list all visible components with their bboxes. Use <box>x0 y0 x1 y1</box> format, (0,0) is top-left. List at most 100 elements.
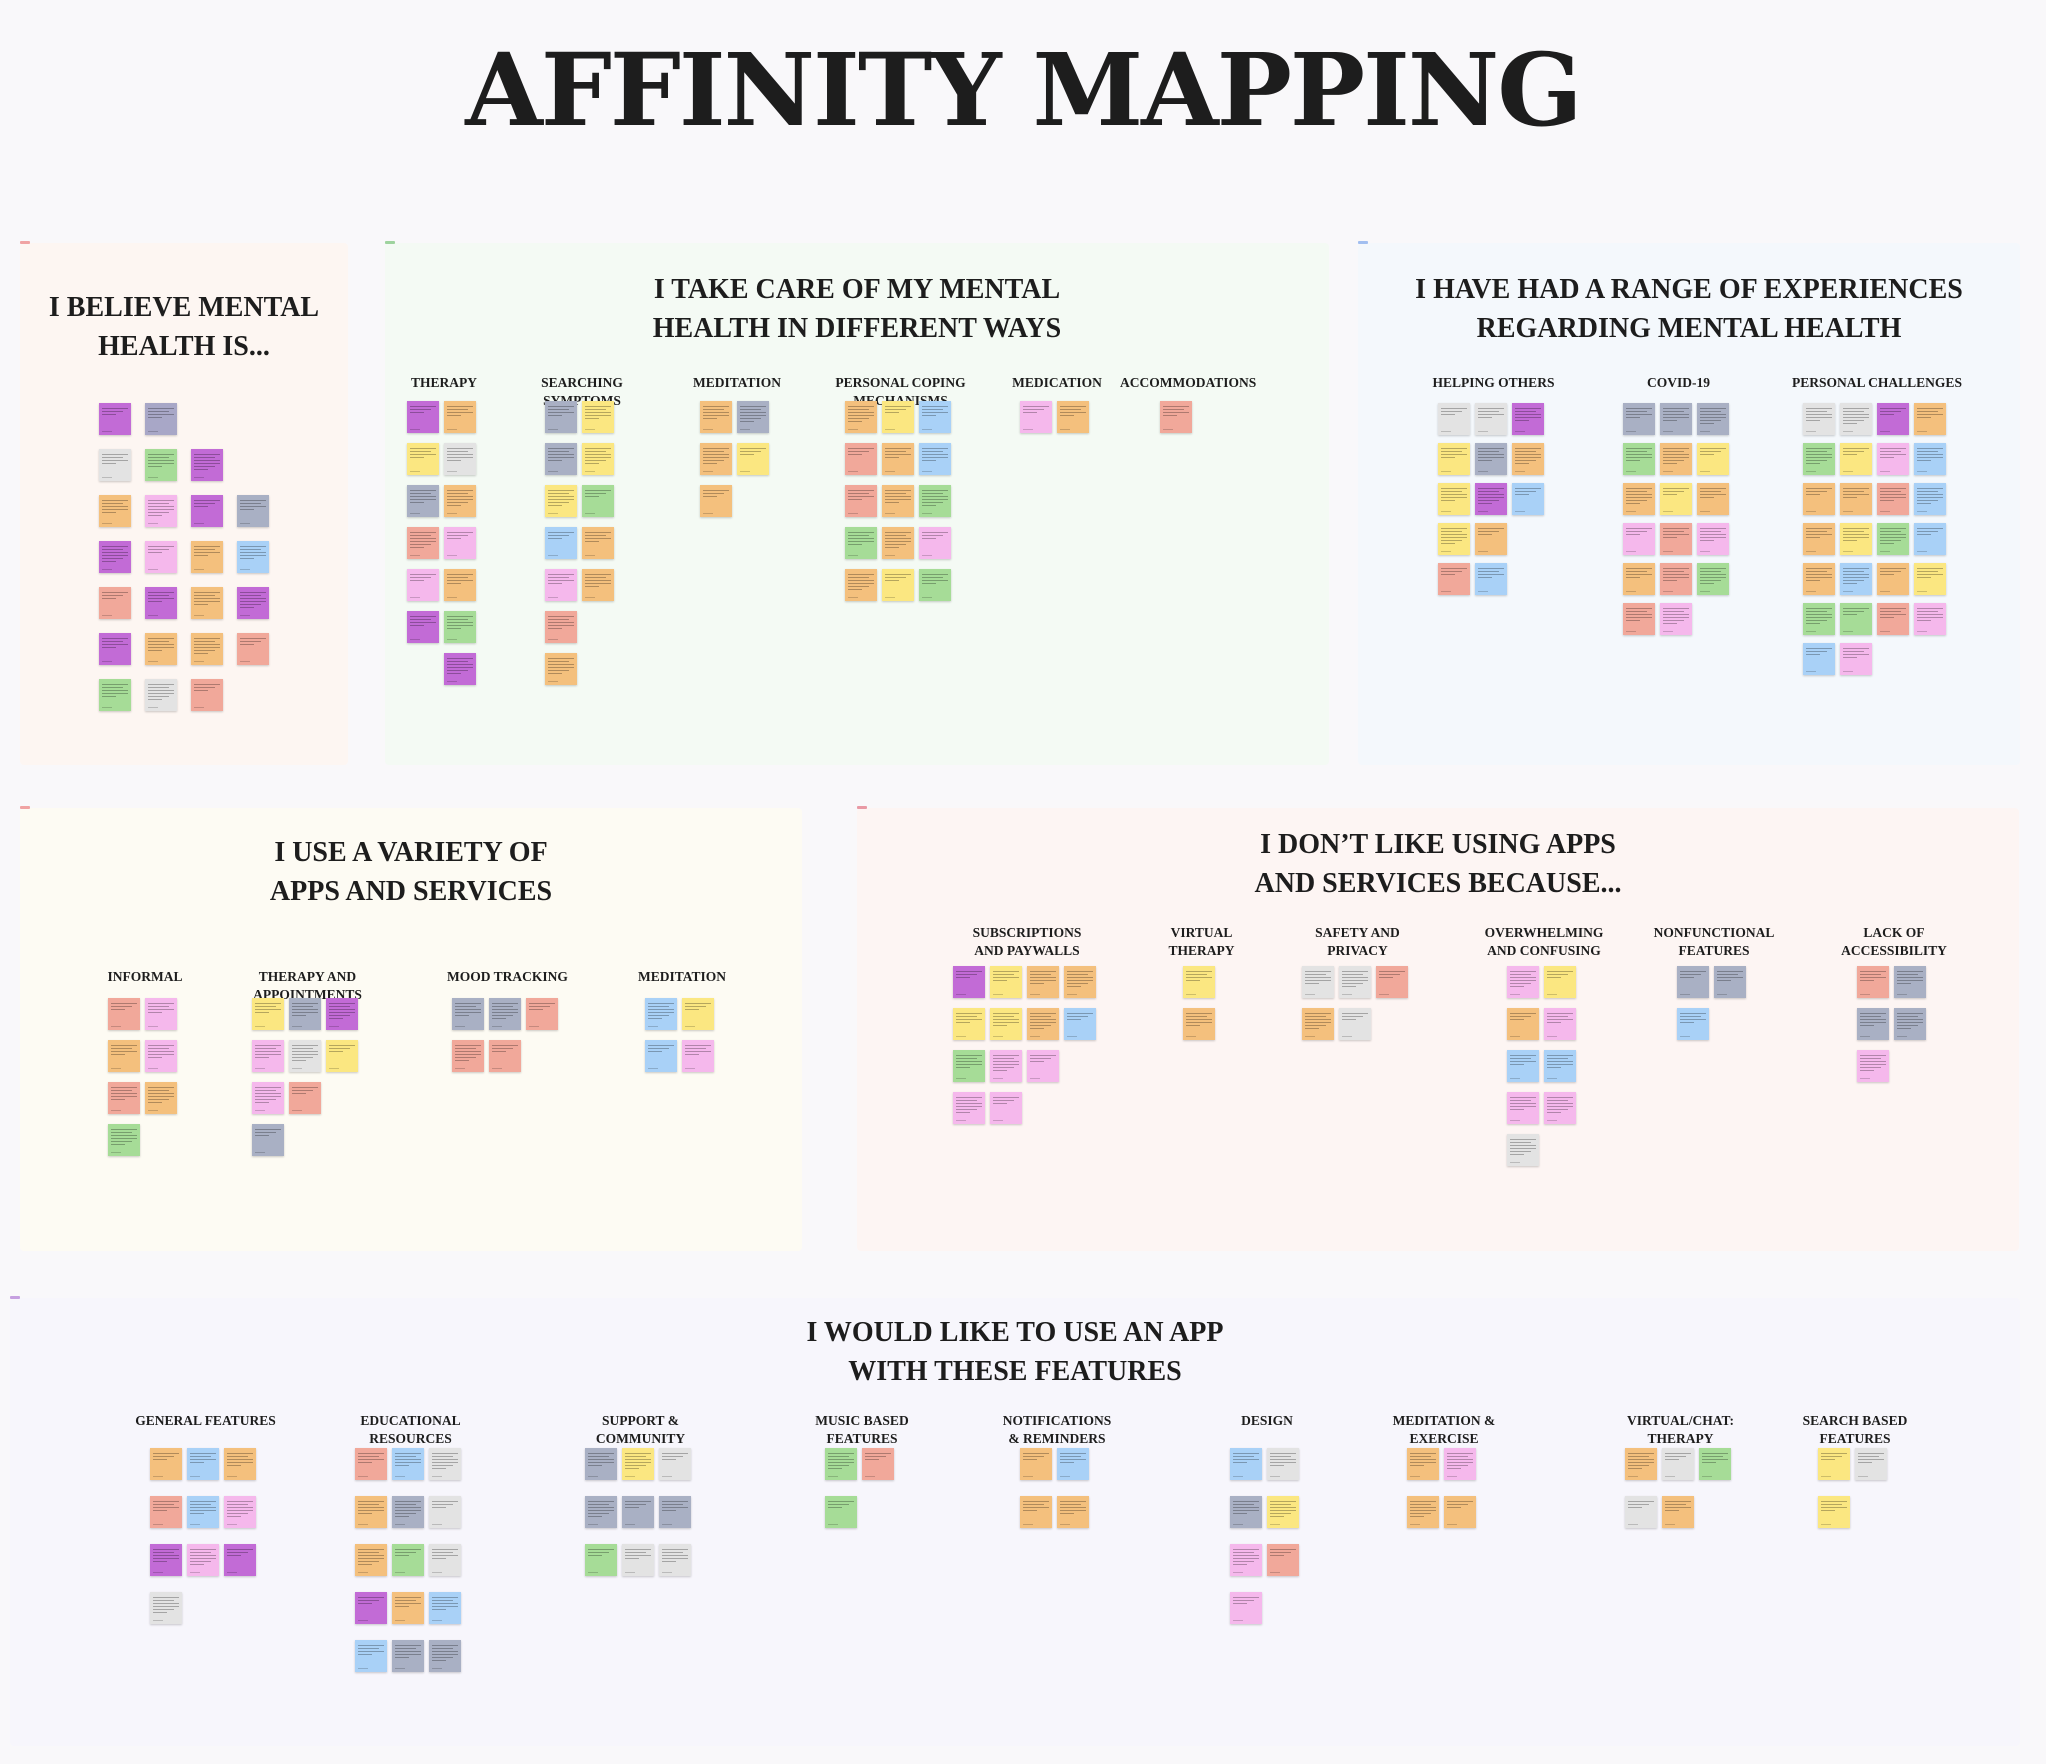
sticky-note[interactable] <box>392 1592 424 1624</box>
sticky-note[interactable] <box>1183 1008 1215 1040</box>
sticky-note[interactable] <box>99 495 131 527</box>
sticky-note[interactable] <box>1803 603 1835 635</box>
sticky-note[interactable] <box>326 998 358 1030</box>
sticky-note[interactable] <box>1267 1448 1299 1480</box>
sticky-note[interactable] <box>622 1496 654 1528</box>
sticky-note[interactable] <box>355 1448 387 1480</box>
sticky-note[interactable] <box>990 1092 1022 1124</box>
sticky-note[interactable] <box>1855 1448 1887 1480</box>
sticky-note[interactable] <box>1840 563 1872 595</box>
sticky-note[interactable] <box>1840 523 1872 555</box>
sticky-note[interactable] <box>1660 563 1692 595</box>
sticky-note[interactable] <box>1660 483 1692 515</box>
sticky-note[interactable] <box>1840 443 1872 475</box>
sticky-note[interactable] <box>355 1592 387 1624</box>
board-apps[interactable]: I USE A VARIETY OF APPS AND SERVICES INFO… <box>20 806 802 1251</box>
sticky-note[interactable] <box>1914 563 1946 595</box>
sticky-note[interactable] <box>99 633 131 665</box>
sticky-note[interactable] <box>1438 403 1470 435</box>
sticky-note[interactable] <box>1914 603 1946 635</box>
sticky-note[interactable] <box>545 443 577 475</box>
sticky-note[interactable] <box>582 569 614 601</box>
sticky-note[interactable] <box>1302 966 1334 998</box>
sticky-note[interactable] <box>289 998 321 1030</box>
sticky-note[interactable] <box>191 633 223 665</box>
sticky-note[interactable] <box>145 403 177 435</box>
board-dislike[interactable]: I DON’T LIKE USING APPS AND SERVICES BEC… <box>857 806 2019 1251</box>
sticky-note[interactable] <box>1803 443 1835 475</box>
sticky-note[interactable] <box>1544 1050 1576 1082</box>
sticky-note[interactable] <box>99 541 131 573</box>
sticky-note[interactable] <box>191 679 223 711</box>
sticky-note[interactable] <box>953 966 985 998</box>
sticky-note[interactable] <box>1444 1496 1476 1528</box>
sticky-note[interactable] <box>1803 403 1835 435</box>
sticky-note[interactable] <box>224 1544 256 1576</box>
sticky-note[interactable] <box>407 611 439 643</box>
sticky-note[interactable] <box>355 1640 387 1672</box>
sticky-note[interactable] <box>145 587 177 619</box>
sticky-note[interactable] <box>862 1448 894 1480</box>
sticky-note[interactable] <box>1625 1448 1657 1480</box>
sticky-note[interactable] <box>191 541 223 573</box>
sticky-note[interactable] <box>545 485 577 517</box>
sticky-note[interactable] <box>645 1040 677 1072</box>
sticky-note[interactable] <box>1840 643 1872 675</box>
sticky-note[interactable] <box>289 1040 321 1072</box>
sticky-note[interactable] <box>1914 483 1946 515</box>
sticky-note[interactable] <box>108 1040 140 1072</box>
sticky-note[interactable] <box>1803 483 1835 515</box>
sticky-note[interactable] <box>237 495 269 527</box>
board-believe[interactable]: I BELIEVE MENTAL HEALTH IS... <box>20 241 348 765</box>
sticky-note[interactable] <box>252 1040 284 1072</box>
sticky-note[interactable] <box>191 587 223 619</box>
sticky-note[interactable] <box>145 495 177 527</box>
sticky-note[interactable] <box>1662 1448 1694 1480</box>
sticky-note[interactable] <box>1507 966 1539 998</box>
sticky-note[interactable] <box>582 527 614 559</box>
sticky-note[interactable] <box>150 1496 182 1528</box>
sticky-note[interactable] <box>145 633 177 665</box>
sticky-note[interactable] <box>1894 966 1926 998</box>
sticky-note[interactable] <box>1027 1050 1059 1082</box>
sticky-note[interactable] <box>1444 1448 1476 1480</box>
sticky-note[interactable] <box>1230 1544 1262 1576</box>
sticky-note[interactable] <box>1407 1496 1439 1528</box>
sticky-note[interactable] <box>1840 483 1872 515</box>
sticky-note[interactable] <box>1877 523 1909 555</box>
sticky-note[interactable] <box>1714 966 1746 998</box>
sticky-note[interactable] <box>825 1496 857 1528</box>
sticky-note[interactable] <box>1914 403 1946 435</box>
sticky-note[interactable] <box>289 1082 321 1114</box>
sticky-note[interactable] <box>845 527 877 559</box>
sticky-note[interactable] <box>1475 563 1507 595</box>
sticky-note[interactable] <box>429 1640 461 1672</box>
sticky-note[interactable] <box>1818 1496 1850 1528</box>
sticky-note[interactable] <box>145 541 177 573</box>
sticky-note[interactable] <box>953 1008 985 1040</box>
sticky-note[interactable] <box>845 443 877 475</box>
sticky-note[interactable] <box>429 1496 461 1528</box>
sticky-note[interactable] <box>919 569 951 601</box>
sticky-note[interactable] <box>392 1544 424 1576</box>
sticky-note[interactable] <box>882 401 914 433</box>
sticky-note[interactable] <box>1507 1134 1539 1166</box>
sticky-note[interactable] <box>526 998 558 1030</box>
sticky-note[interactable] <box>645 998 677 1030</box>
sticky-note[interactable] <box>1914 523 1946 555</box>
sticky-note[interactable] <box>953 1092 985 1124</box>
sticky-note[interactable] <box>582 485 614 517</box>
sticky-note[interactable] <box>444 611 476 643</box>
sticky-note[interactable] <box>1027 966 1059 998</box>
sticky-note[interactable] <box>429 1544 461 1576</box>
sticky-note[interactable] <box>1230 1592 1262 1624</box>
sticky-note[interactable] <box>1230 1448 1262 1480</box>
sticky-note[interactable] <box>237 541 269 573</box>
sticky-note[interactable] <box>444 527 476 559</box>
sticky-note[interactable] <box>545 527 577 559</box>
sticky-note[interactable] <box>444 485 476 517</box>
sticky-note[interactable] <box>845 485 877 517</box>
sticky-note[interactable] <box>1544 1008 1576 1040</box>
sticky-note[interactable] <box>1475 403 1507 435</box>
sticky-note[interactable] <box>1625 1496 1657 1528</box>
